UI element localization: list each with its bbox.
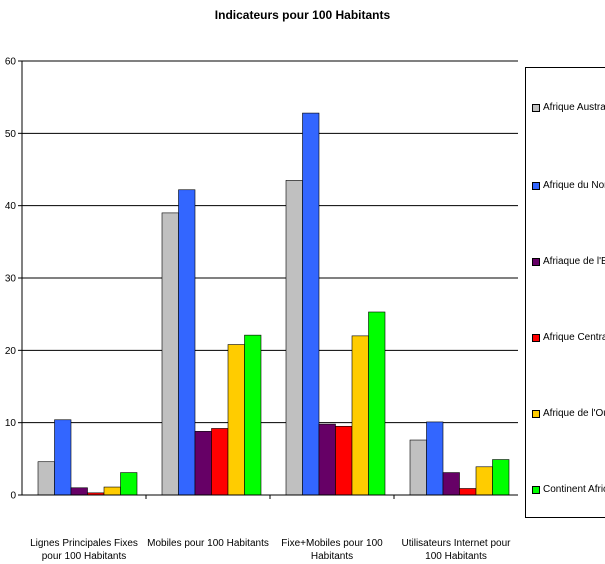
legend-swatch (532, 333, 540, 342)
bar (161, 212, 179, 496)
y-tick-label: 0 (10, 491, 16, 502)
bar (475, 466, 493, 496)
bar (178, 189, 196, 496)
bar (194, 431, 212, 496)
legend-swatch (532, 409, 540, 418)
bar (103, 486, 121, 496)
legend-swatch (532, 181, 540, 190)
bar (302, 112, 320, 496)
y-tick-label: 40 (5, 201, 17, 212)
bar (54, 419, 72, 496)
bar (120, 472, 138, 496)
x-tick-label: Fixe+Mobiles pour 100 Habitants (281, 538, 383, 562)
y-tick-label: 50 (5, 129, 17, 140)
bars (37, 112, 510, 496)
bar (351, 335, 369, 496)
x-tick-label: Lignes Principales Fixes pour 100 Habita… (30, 538, 138, 562)
bar (442, 472, 460, 496)
y-tick-label: 30 (5, 274, 17, 285)
y-tick-label: 60 (5, 57, 17, 68)
bar (409, 439, 427, 496)
bar (211, 428, 229, 496)
gridlines (22, 60, 518, 424)
legend-label: Afrique de l'Ouest (543, 408, 605, 419)
legend-swatch (532, 485, 540, 494)
legend-label: Afrique du Nord (543, 180, 605, 191)
x-tick-label: Mobiles pour 100 Habitants (147, 538, 269, 549)
bar (368, 311, 386, 496)
legend-label: Afrique Australe (543, 102, 605, 113)
legend-item: Afrique de l'Ouest (532, 408, 605, 419)
legend-label: Afriaque de l'Est (543, 256, 605, 267)
legend-item: Afriaque de l'Est (532, 256, 605, 267)
legend-swatch (532, 257, 540, 266)
y-tick-label: 20 (5, 346, 17, 357)
legend-item: Afrique Centrale (532, 332, 605, 343)
y-tick-label: 10 (5, 418, 17, 429)
chart-title: Indicateurs pour 100 Habitants (214, 8, 391, 22)
y-axis-ticks: 0 10 20 30 40 50 60 (5, 57, 22, 502)
legend-item: Continent Africain (532, 484, 605, 495)
bar (335, 425, 353, 496)
legend-label: Afrique Centrale (543, 332, 605, 343)
bar (492, 459, 510, 496)
bar (244, 334, 262, 496)
bar (37, 461, 55, 496)
legend: Afrique Australe Afrique du Nord Afriaque … (525, 67, 605, 518)
bar (285, 180, 303, 496)
legend-item: Afrique Australe (532, 102, 605, 113)
bar (459, 488, 477, 496)
bar (227, 344, 245, 496)
legend-item: Afrique du Nord (532, 180, 605, 191)
bar (318, 423, 336, 496)
legend-label: Continent Africain (543, 484, 605, 495)
legend-swatch (532, 103, 540, 112)
bar (426, 421, 444, 496)
x-tick-label: Utilisateurs Internet pour 100 Habitants (401, 538, 511, 562)
bar (70, 487, 88, 496)
axes (21, 61, 518, 499)
